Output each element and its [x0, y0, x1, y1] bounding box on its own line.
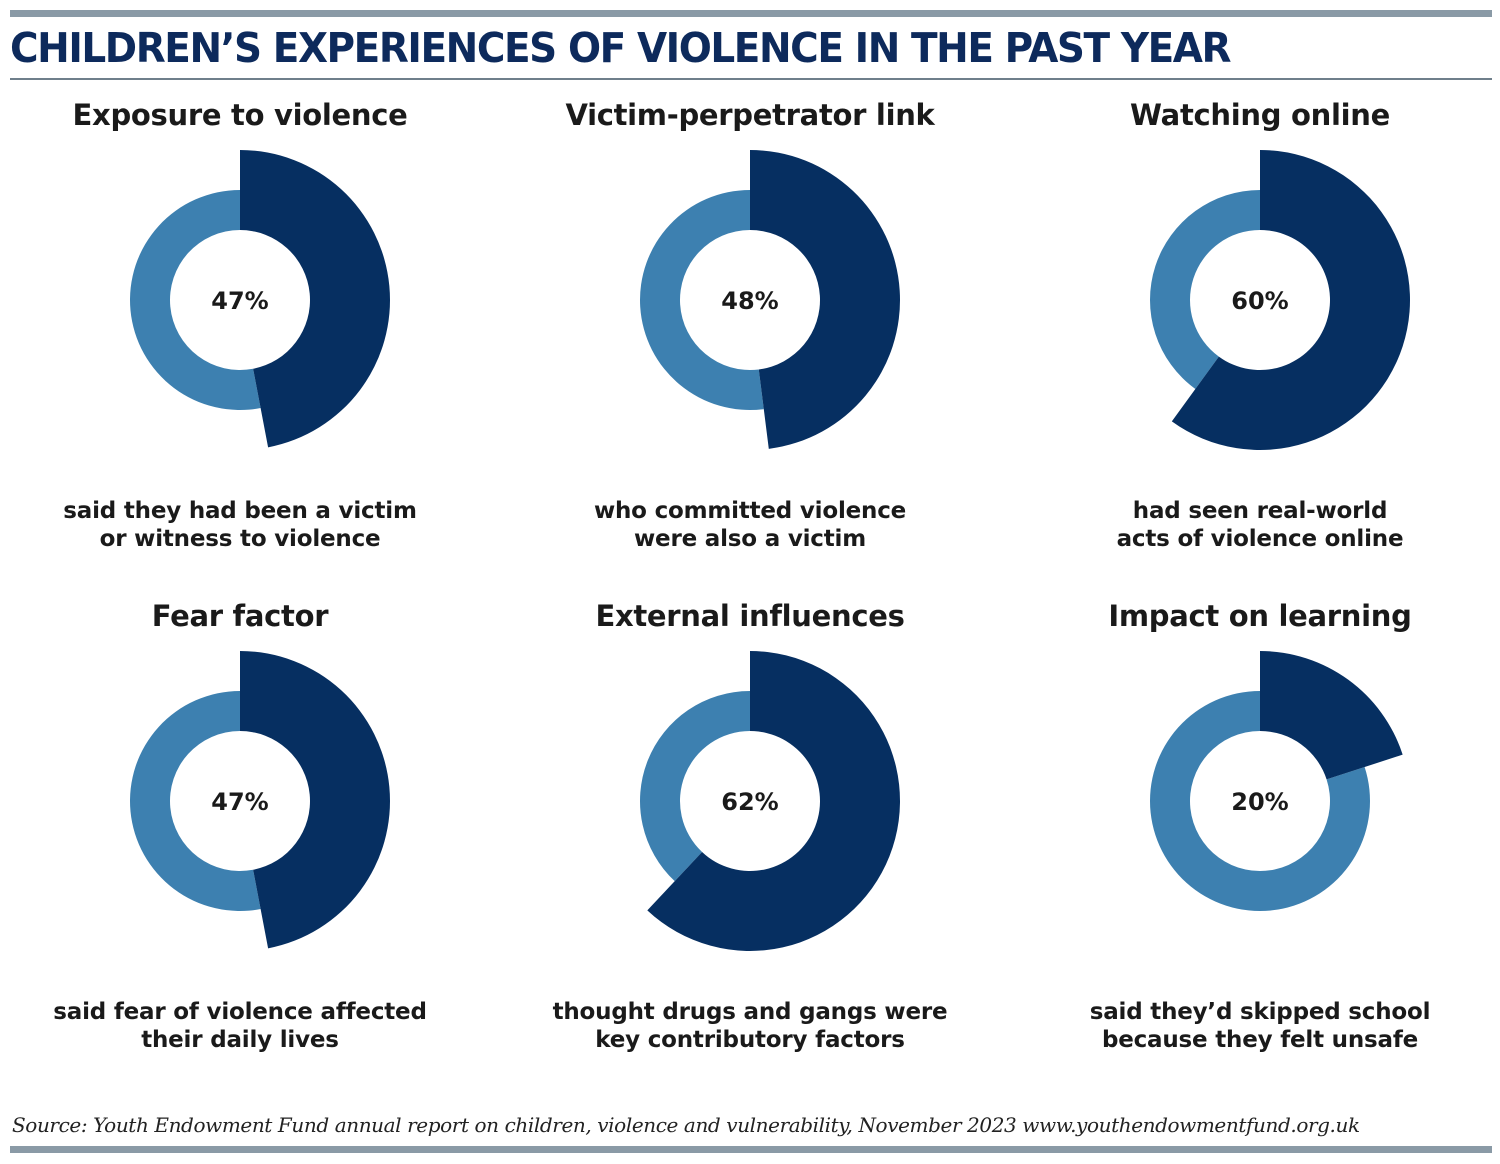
- donut-remainder-slice: [130, 190, 261, 410]
- donut-chart: 48%: [640, 150, 901, 449]
- donut-remainder-slice: [640, 691, 750, 882]
- chart-title: Fear factor: [151, 599, 329, 633]
- top-rule: [10, 10, 1492, 17]
- chart-caption: who committed violence were also a victi…: [500, 497, 1000, 553]
- donut-remainder-slice: [640, 190, 764, 410]
- chart-caption: thought drugs and gangs were key contrib…: [500, 998, 1000, 1054]
- chart-caption: had seen real-world acts of violence onl…: [1010, 497, 1500, 553]
- caption-line: said fear of violence affected: [53, 999, 427, 1025]
- chart-title: Impact on learning: [1108, 599, 1412, 633]
- chart-panel-2: Victim-perpetrator link 48% who committe…: [500, 95, 1000, 575]
- caption-line: key contributory factors: [595, 1027, 905, 1053]
- chart-panel-5: External influences 62% thought drugs an…: [500, 596, 1000, 1076]
- chart-title: External influences: [595, 599, 905, 633]
- donut-remainder-slice: [1150, 691, 1370, 911]
- caption-line: their daily lives: [141, 1027, 339, 1053]
- donut-value-slice: [240, 651, 391, 949]
- donut-value-slice: [750, 150, 901, 449]
- donut-value-label: 48%: [721, 287, 778, 315]
- title-divider: [10, 78, 1492, 80]
- donut-value-slice: [1260, 651, 1403, 780]
- donut-chart: 20%: [1150, 651, 1403, 911]
- caption-line: because they felt unsafe: [1101, 1027, 1419, 1053]
- donut-value-slice: [240, 150, 391, 448]
- donut-value-label: 62%: [721, 788, 778, 816]
- caption-line: thought drugs and gangs were: [552, 999, 948, 1025]
- chart-panel-6: Impact on learning 20% said they’d skipp…: [1010, 596, 1500, 1076]
- donut-remainder-slice: [130, 691, 261, 911]
- donut-chart: 60%: [1150, 150, 1410, 450]
- caption-line: acts of violence online: [1116, 526, 1404, 552]
- donut-value-slice: [647, 651, 900, 951]
- bottom-rule: [10, 1146, 1492, 1153]
- caption-line: said they had been a victim: [63, 498, 417, 524]
- chart-panel-3: Watching online 60% had seen real-world …: [1010, 95, 1500, 575]
- chart-caption: said they had been a victim or witness t…: [0, 497, 490, 553]
- donut-value-slice: [1171, 150, 1410, 450]
- caption-line: who committed violence: [593, 498, 907, 524]
- chart-panel-4: Fear factor 47% said fear of violence af…: [0, 596, 490, 1076]
- donut-value-label: 47%: [211, 788, 268, 816]
- donut-chart: 47%: [130, 651, 391, 949]
- donut-value-label: 60%: [1231, 287, 1288, 315]
- chart-caption: said they’d skipped school because they …: [1010, 998, 1500, 1054]
- chart-title: Watching online: [1130, 98, 1390, 132]
- chart-caption: said fear of violence affected their dai…: [0, 998, 490, 1054]
- donut-value-label: 20%: [1231, 788, 1288, 816]
- donut-chart: 62%: [640, 651, 900, 951]
- caption-line: were also a victim: [634, 526, 866, 552]
- chart-panel-1: Exposure to violence 47% said they had b…: [0, 95, 490, 575]
- donut-remainder-slice: [1150, 190, 1260, 389]
- caption-line: had seen real-world: [1132, 498, 1388, 524]
- source-note: Source: Youth Endowment Fund annual repo…: [12, 1113, 1360, 1137]
- caption-line: said they’d skipped school: [1089, 999, 1431, 1025]
- caption-line: or witness to violence: [99, 526, 381, 552]
- page-title: CHILDREN’S EXPERIENCES OF VIOLENCE IN TH…: [10, 24, 1232, 72]
- donut-value-label: 47%: [211, 287, 268, 315]
- donut-chart: 47%: [130, 150, 391, 448]
- chart-title: Exposure to violence: [72, 98, 408, 132]
- chart-title: Victim-perpetrator link: [565, 98, 935, 132]
